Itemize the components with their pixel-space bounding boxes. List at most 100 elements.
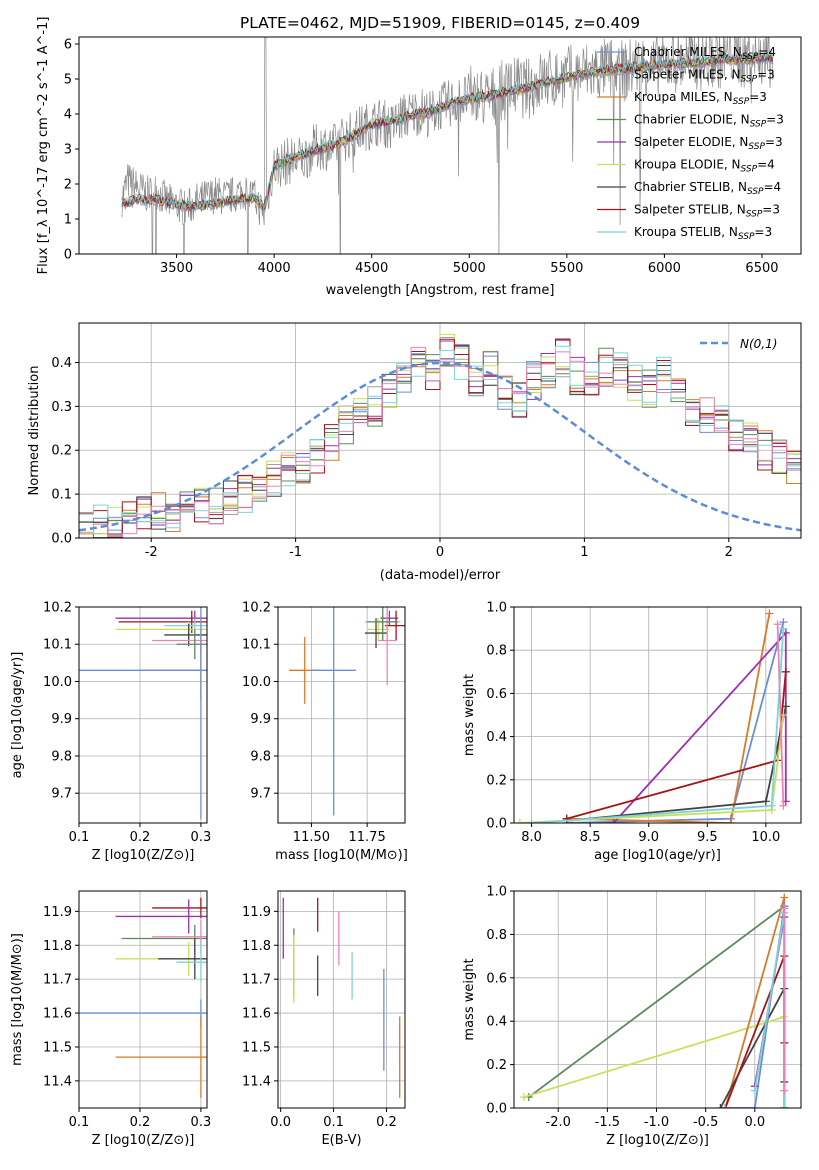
y-tick-label: 10.0 (43, 675, 72, 690)
spectrum-lines (121, 37, 774, 254)
y-tick-label: 0.6 (486, 971, 507, 986)
error-bars (79, 897, 207, 1098)
x-axis-label: wavelength [Angstrom, rest frame] (326, 283, 555, 298)
y-tick-label: 0.4 (51, 356, 72, 371)
legend-label: N(0,1) (740, 337, 777, 351)
x-axis-label: E(B-V) (321, 1133, 361, 1148)
weight-line (566, 671, 787, 820)
weight-marker (750, 1086, 759, 1095)
weight-marker (779, 624, 788, 633)
panel-massweight-vs-age: 8.0 8.5 9.0 9.5 10.0 0.0 0.2 0.4 0.6 0.8 1.0 age [l… (462, 601, 802, 863)
x-axis-label: age [log10(age/yr)] (594, 848, 721, 863)
axes-frame (277, 606, 406, 824)
x-tick-label: 3500 (160, 261, 193, 276)
x-tick-label: 11.50 (293, 830, 330, 845)
weight-marker (780, 904, 789, 913)
weight-marker (773, 620, 782, 629)
y-tick-label: 9.7 (51, 787, 72, 802)
y-tick-label: 0.0 (486, 817, 507, 832)
legend-label: Salpeter MILES, NSSP=3 (634, 68, 775, 85)
y-tick-label: 11.5 (43, 1040, 72, 1055)
weight-marker (761, 797, 770, 806)
weight-marker (780, 1104, 789, 1108)
weight-marker (515, 819, 524, 823)
y-tick-label: 11.8 (43, 939, 72, 954)
axes-frame (78, 890, 208, 1109)
y-tick-label: 11.4 (43, 1074, 72, 1089)
panel-spectrum: 3500 4000 4500 5000 5500 6000 6500 0 1 2 3 4 5 6 Chabr… (36, 17, 802, 298)
y-axis-label: age [log10(age/yr)] (10, 652, 25, 779)
y-tick-label: 0.8 (486, 644, 507, 659)
panel-mass-vs-metallicity: 0.1 0.2 0.3 11.4 11.5 11.6 11.7 11.8 11.9 Z [log1… (10, 890, 211, 1148)
x-tick-label: 6000 (648, 261, 681, 276)
y-tick-label: 0.1 (51, 488, 72, 503)
y-axis-label: Normed distribution (27, 366, 42, 496)
panel-age-vs-metallicity: 0.1 0.2 0.3 9.7 9.8 9.9 10.0 10.1 10.2 Z [log10(Z… (10, 601, 211, 864)
y-tick-label: 11.9 (242, 905, 271, 920)
y-tick-label: 3 (64, 143, 72, 158)
x-tick-label: 0.1 (323, 1115, 344, 1130)
y-tick-label: 10.0 (242, 675, 271, 690)
weight-lines (515, 609, 790, 823)
x-axis-label: mass [log10(M/M⊙)] (275, 848, 408, 863)
y-tick-label: 0.2 (486, 773, 507, 788)
x-tick-label: 2 (725, 545, 733, 560)
x-tick-label: 0.1 (69, 1115, 90, 1130)
y-tick-label: 1.0 (486, 885, 507, 900)
x-tick-label: 8.0 (521, 830, 542, 845)
spectrum-title: PLATE=0462, MJD=51909, FIBERID=0145, z=0… (240, 14, 640, 32)
weight-marker (780, 893, 789, 902)
x-axis-label: (data-model)/error (380, 568, 501, 583)
y-tick-label: 0.2 (51, 444, 72, 459)
error-bars (79, 607, 207, 820)
y-tick-label: 9.8 (51, 749, 72, 764)
y-tick-label: 0.8 (486, 928, 507, 943)
weight-marker (767, 801, 776, 810)
y-tick-label: 10.1 (43, 638, 72, 653)
weight-marker (765, 609, 774, 618)
y-tick-label: 0.6 (486, 687, 507, 702)
y-tick-label: 9.8 (250, 749, 271, 764)
y-tick-label: 0.3 (51, 400, 72, 415)
model-spectrum-line (121, 50, 774, 210)
weight-line (566, 706, 787, 822)
x-tick-label: -2.0 (546, 1115, 571, 1130)
weight-marker (716, 1104, 725, 1108)
legend-label: Salpeter ELODIE, NSSP=3 (634, 135, 783, 152)
weight-marker (781, 667, 790, 676)
x-tick-label: -1 (289, 545, 302, 560)
weight-marker (779, 801, 788, 810)
y-tick-label: 11.9 (43, 905, 72, 920)
panel-age-vs-mass: 11.50 11.75 9.7 9.8 9.9 10.0 10.1 10.2 mass [log… (242, 601, 408, 864)
x-tick-label: 0.0 (744, 1115, 765, 1130)
y-tick-label: 0.0 (486, 1102, 507, 1117)
y-axis-label: mass weight (462, 958, 477, 1040)
weight-marker (609, 819, 618, 823)
x-tick-label: 1 (580, 545, 588, 560)
x-tick-label: 4500 (355, 261, 388, 276)
x-tick-label: 6500 (745, 261, 778, 276)
x-tick-label: 4000 (258, 261, 291, 276)
x-axis-label: Z [log10(Z/Z⊙)] (606, 1133, 709, 1148)
x-tick-label: 9.0 (638, 830, 659, 845)
y-tick-label: 0.4 (486, 730, 507, 745)
legend-label: Chabrier STELIB, NSSP=4 (634, 180, 781, 197)
weight-line (776, 624, 785, 806)
y-axis-label: mass weight (462, 674, 477, 756)
y-tick-label: 9.9 (51, 712, 72, 727)
y-tick-label: 9.7 (250, 787, 271, 802)
gaussian-curve (79, 361, 801, 532)
y-tick-label: 11.6 (43, 1007, 72, 1022)
histogram-steps (79, 333, 801, 538)
weight-marker (726, 819, 735, 823)
x-tick-label: 10.0 (751, 830, 780, 845)
y-tick-label: 9.9 (250, 712, 271, 727)
y-tick-label: 1.0 (486, 601, 507, 616)
legend-label: Kroupa MILES, NSSP=3 (634, 90, 767, 107)
y-tick-label: 5 (64, 73, 72, 88)
legend-label: Kroupa ELODIE, NSSP=4 (634, 158, 775, 175)
weight-marker (519, 1093, 528, 1102)
y-tick-label: 0.2 (486, 1058, 507, 1073)
x-tick-label: 0.2 (130, 1115, 151, 1130)
